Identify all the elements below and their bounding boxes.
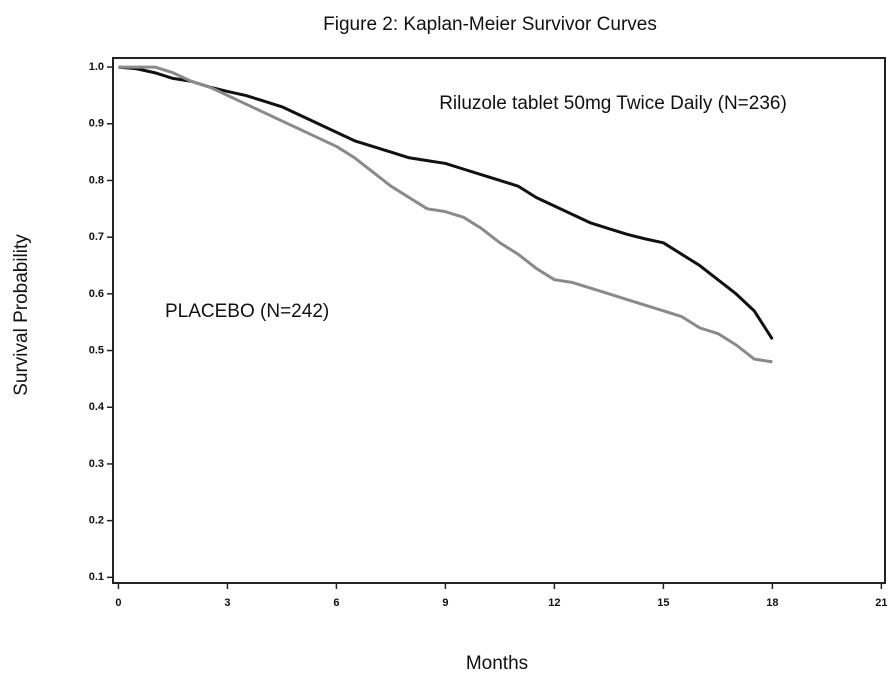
series-label: PLACEBO (N=242) — [165, 301, 329, 322]
y-tick-label: 0.8 — [89, 174, 104, 186]
y-tick-label: 0.4 — [89, 401, 105, 413]
x-tick-label: 21 — [875, 597, 887, 609]
x-tick-label: 12 — [548, 597, 560, 609]
y-tick-label: 0.2 — [89, 515, 104, 527]
series-label: Riluzole tablet 50mg Twice Daily (N=236) — [439, 93, 787, 114]
y-tick-label: 0.6 — [89, 288, 104, 300]
y-tick-label: 0.7 — [89, 231, 104, 243]
y-tick-label: 0.3 — [89, 458, 104, 470]
y-tick-label: 1.0 — [89, 61, 104, 73]
x-tick-label: 15 — [657, 597, 669, 609]
y-tick-label: 0.5 — [89, 344, 104, 356]
x-tick-label: 3 — [224, 597, 230, 609]
survival-curve — [118, 65, 774, 341]
y-axis-label: Survival Probability — [11, 234, 32, 396]
survival-curve — [118, 65, 773, 364]
x-tick-label: 6 — [333, 597, 339, 609]
x-tick-label: 0 — [115, 597, 121, 609]
x-tick-label: 9 — [442, 597, 448, 609]
y-tick-label: 0.1 — [89, 571, 104, 583]
plot-frame — [112, 57, 886, 584]
y-tick-label: 0.9 — [89, 118, 104, 130]
x-tick-label: 18 — [766, 597, 778, 609]
chart-title: Figure 2: Kaplan-Meier Survivor Curves — [323, 14, 657, 35]
x-axis-label: Months — [466, 653, 528, 674]
